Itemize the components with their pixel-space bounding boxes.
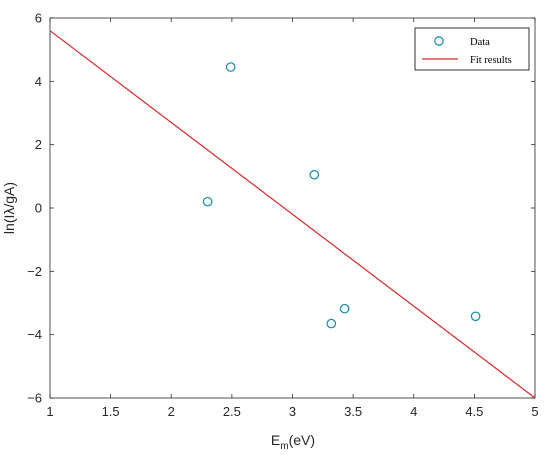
legend-data-marker — [434, 36, 444, 46]
y-tick-label: 0 — [35, 201, 42, 216]
y-tick-label: −6 — [27, 391, 42, 406]
x-axis-label-rest: (eV) — [289, 432, 315, 448]
data-point — [225, 62, 236, 72]
x-tick-label: 2 — [168, 404, 175, 419]
x-tick-label: 2.5 — [223, 404, 241, 419]
x-tick-label: 1.5 — [102, 404, 120, 419]
legend-data-label: Data — [470, 37, 490, 48]
fit-line — [50, 30, 535, 398]
x-tick-label: 1 — [46, 404, 53, 419]
data-point — [309, 169, 320, 180]
y-axis-label: ln(Iλ/gA) — [1, 182, 17, 234]
legend: Data Fit results — [414, 27, 530, 71]
x-tick-label: 3 — [289, 404, 296, 419]
plot-frame — [49, 17, 536, 399]
plot-area — [49, 17, 536, 399]
series-group — [50, 30, 535, 398]
x-tick-label: 3.5 — [344, 404, 362, 419]
x-tick-label: 5 — [531, 404, 538, 419]
legend-box — [414, 27, 530, 71]
y-tick-label: −2 — [27, 264, 42, 279]
x-tick-label: 4 — [410, 404, 417, 419]
x-axis-label-main: E — [271, 432, 280, 448]
y-tick-label: −4 — [27, 327, 42, 342]
x-axis-label-sub: m — [280, 441, 288, 452]
data-point — [339, 303, 350, 314]
x-axis-label: Em(eV) — [271, 432, 315, 452]
y-tick-label: 4 — [35, 74, 42, 89]
data-point — [202, 196, 213, 207]
y-tick-label: 2 — [35, 137, 42, 152]
tick-labels: 1 1.5 2 2.5 3 3.5 4 4.5 5 −6 −4 −2 0 2 4 6 — [27, 11, 538, 420]
legend-fit-label: Fit results — [470, 55, 512, 66]
x-tick-label: 4.5 — [465, 404, 483, 419]
data-point — [470, 311, 481, 322]
y-tick-label: 6 — [35, 11, 42, 26]
data-point — [326, 318, 337, 329]
